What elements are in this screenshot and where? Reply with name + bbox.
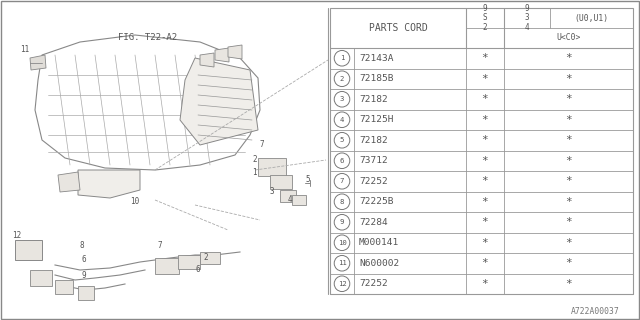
Text: *: * <box>565 258 572 268</box>
Text: U<C0>: U<C0> <box>556 34 580 43</box>
Text: *: * <box>482 135 488 145</box>
Text: 7: 7 <box>158 241 163 250</box>
Text: *: * <box>565 197 572 207</box>
Text: *: * <box>565 74 572 84</box>
Text: 2: 2 <box>203 253 207 262</box>
Text: *: * <box>482 176 488 186</box>
Text: *: * <box>482 238 488 248</box>
Text: 72182: 72182 <box>359 95 388 104</box>
Text: 11: 11 <box>338 260 346 266</box>
Text: 10: 10 <box>338 240 346 246</box>
Text: *: * <box>482 156 488 166</box>
Polygon shape <box>78 170 140 198</box>
Text: A722A00037: A722A00037 <box>572 308 620 316</box>
Text: *: * <box>565 135 572 145</box>
Text: 6: 6 <box>82 255 86 264</box>
Text: 12: 12 <box>12 231 21 240</box>
Text: 72284: 72284 <box>359 218 388 227</box>
Polygon shape <box>280 190 296 202</box>
Text: 72182: 72182 <box>359 136 388 145</box>
Text: 5: 5 <box>305 175 310 184</box>
Text: 72252: 72252 <box>359 279 388 288</box>
Text: 11: 11 <box>20 45 29 54</box>
Text: 12: 12 <box>338 281 346 287</box>
Text: *: * <box>565 94 572 104</box>
Text: *: * <box>565 53 572 63</box>
Text: 3: 3 <box>340 96 344 102</box>
Text: *: * <box>565 238 572 248</box>
Bar <box>330 8 633 294</box>
Polygon shape <box>270 175 292 189</box>
Polygon shape <box>228 45 242 59</box>
Text: *: * <box>565 115 572 125</box>
Text: 72252: 72252 <box>359 177 388 186</box>
Text: 7: 7 <box>260 140 264 149</box>
Text: 10: 10 <box>131 197 140 206</box>
Polygon shape <box>58 172 80 192</box>
Text: 9: 9 <box>340 219 344 225</box>
Text: *: * <box>482 258 488 268</box>
Text: 5: 5 <box>340 137 344 143</box>
Polygon shape <box>30 55 46 70</box>
Text: 7: 7 <box>340 178 344 184</box>
Text: 8: 8 <box>80 241 84 250</box>
Text: FIG. T22-A2: FIG. T22-A2 <box>118 34 177 43</box>
Text: 6: 6 <box>340 158 344 164</box>
Text: 1: 1 <box>340 55 344 61</box>
Text: 9: 9 <box>82 271 86 280</box>
Text: 72225B: 72225B <box>359 197 394 206</box>
Text: 2: 2 <box>252 155 257 164</box>
Polygon shape <box>258 158 286 176</box>
Text: 4: 4 <box>340 117 344 123</box>
Text: 6: 6 <box>195 265 200 274</box>
Polygon shape <box>155 258 179 274</box>
Text: 9
S
2: 9 S 2 <box>483 4 487 32</box>
Polygon shape <box>178 255 200 269</box>
Polygon shape <box>292 195 306 205</box>
Text: *: * <box>482 115 488 125</box>
Text: 8: 8 <box>340 199 344 205</box>
Text: 72143A: 72143A <box>359 54 394 63</box>
Text: *: * <box>482 74 488 84</box>
Text: *: * <box>482 94 488 104</box>
Text: *: * <box>565 156 572 166</box>
Polygon shape <box>180 58 258 145</box>
Text: *: * <box>482 279 488 289</box>
Text: *: * <box>565 217 572 227</box>
Text: 72125H: 72125H <box>359 115 394 124</box>
Text: 9
3
4: 9 3 4 <box>525 4 529 32</box>
Text: 4: 4 <box>288 195 292 204</box>
Polygon shape <box>78 286 94 300</box>
Polygon shape <box>200 252 220 264</box>
Text: *: * <box>565 176 572 186</box>
Text: M000141: M000141 <box>359 238 399 247</box>
Polygon shape <box>200 53 214 67</box>
Text: PARTS CORD: PARTS CORD <box>369 23 428 33</box>
Text: *: * <box>482 217 488 227</box>
Text: N600002: N600002 <box>359 259 399 268</box>
Polygon shape <box>15 240 42 260</box>
Text: *: * <box>565 279 572 289</box>
Text: 73712: 73712 <box>359 156 388 165</box>
Text: 3: 3 <box>270 187 275 196</box>
Text: (U0,U1): (U0,U1) <box>575 13 609 22</box>
Text: 72185B: 72185B <box>359 74 394 83</box>
Text: *: * <box>482 53 488 63</box>
Polygon shape <box>30 270 52 286</box>
Text: 2: 2 <box>340 76 344 82</box>
Polygon shape <box>215 48 229 62</box>
Text: *: * <box>482 197 488 207</box>
Text: 1: 1 <box>252 168 257 177</box>
Polygon shape <box>55 280 73 294</box>
